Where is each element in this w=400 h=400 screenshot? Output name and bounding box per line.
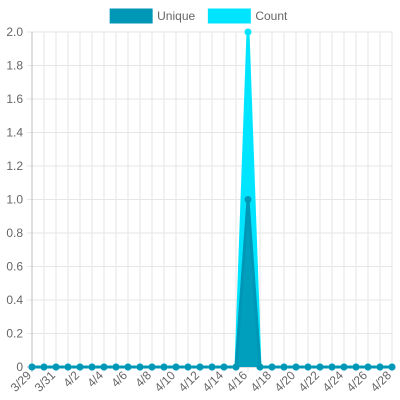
point-unique[interactable] <box>304 363 312 371</box>
point-unique[interactable] <box>388 363 396 371</box>
x-tick-label: 4/22 <box>296 368 323 395</box>
legend-label-unique[interactable]: Unique <box>157 9 195 23</box>
y-tick-label: 1.4 <box>6 126 23 140</box>
x-tick-label: 4/16 <box>224 368 251 395</box>
point-unique[interactable] <box>328 363 336 371</box>
point-unique[interactable] <box>64 363 72 371</box>
point-unique[interactable] <box>100 363 108 371</box>
point-count[interactable] <box>244 28 252 36</box>
legend-swatch-count[interactable] <box>207 8 251 24</box>
point-unique[interactable] <box>340 363 348 371</box>
x-tick-label: 4/12 <box>176 368 203 395</box>
x-tick-label: 4/18 <box>248 368 275 395</box>
point-unique[interactable] <box>76 363 84 371</box>
x-tick-label: 4/28 <box>368 368 395 395</box>
x-tick-label: 4/20 <box>272 368 299 395</box>
point-unique[interactable] <box>232 363 240 371</box>
point-unique[interactable] <box>184 363 192 371</box>
y-tick-label: 1.0 <box>6 193 23 207</box>
point-unique[interactable] <box>208 363 216 371</box>
x-tick-label: 4/8 <box>132 368 154 390</box>
point-unique[interactable] <box>316 363 324 371</box>
point-unique[interactable] <box>364 363 372 371</box>
x-tick-label: 4/6 <box>108 368 130 390</box>
point-unique[interactable] <box>112 363 120 371</box>
x-tick-label: 4/10 <box>152 368 179 395</box>
y-tick-label: 0.8 <box>6 226 23 240</box>
grid-layer <box>27 31 393 372</box>
point-unique[interactable] <box>172 363 180 371</box>
y-tick-label: 2.0 <box>6 25 23 39</box>
point-unique[interactable] <box>40 363 48 371</box>
x-tick-label: 3/29 <box>8 368 35 395</box>
y-tick-label: 0 <box>16 360 23 374</box>
point-unique[interactable] <box>124 363 132 371</box>
point-unique[interactable] <box>292 363 300 371</box>
y-tick-label: 0.2 <box>6 327 23 341</box>
y-tick-label: 1.6 <box>6 92 23 106</box>
point-unique[interactable] <box>52 363 60 371</box>
x-tick-label: 4/14 <box>200 368 227 395</box>
x-tick-label: 4/4 <box>84 368 106 390</box>
point-unique[interactable] <box>376 363 384 371</box>
point-unique[interactable] <box>148 363 156 371</box>
legend-label-count[interactable]: Count <box>255 9 288 23</box>
point-unique[interactable] <box>280 363 288 371</box>
x-tick-label: 4/26 <box>344 368 371 395</box>
point-unique[interactable] <box>28 363 36 371</box>
x-tick-label: 4/2 <box>60 368 82 390</box>
point-unique[interactable] <box>88 363 96 371</box>
x-tick-label: 3/31 <box>32 368 59 395</box>
point-unique[interactable] <box>220 363 228 371</box>
point-unique[interactable] <box>196 363 204 371</box>
y-tick-label: 0.6 <box>6 260 23 274</box>
legend-swatch-unique[interactable] <box>109 8 153 24</box>
point-layer <box>28 28 396 371</box>
point-unique[interactable] <box>160 363 168 371</box>
point-unique[interactable] <box>352 363 360 371</box>
point-unique[interactable] <box>268 363 276 371</box>
x-tick-label: 4/24 <box>320 368 347 395</box>
legend[interactable]: Unique Count <box>109 8 288 24</box>
point-unique[interactable] <box>244 196 252 203</box>
y-tick-label: 0.4 <box>6 293 23 307</box>
y-tick-label: 1.8 <box>6 59 23 73</box>
point-unique[interactable] <box>136 363 144 371</box>
y-tick-label: 1.2 <box>6 159 23 173</box>
point-unique[interactable] <box>256 363 264 371</box>
